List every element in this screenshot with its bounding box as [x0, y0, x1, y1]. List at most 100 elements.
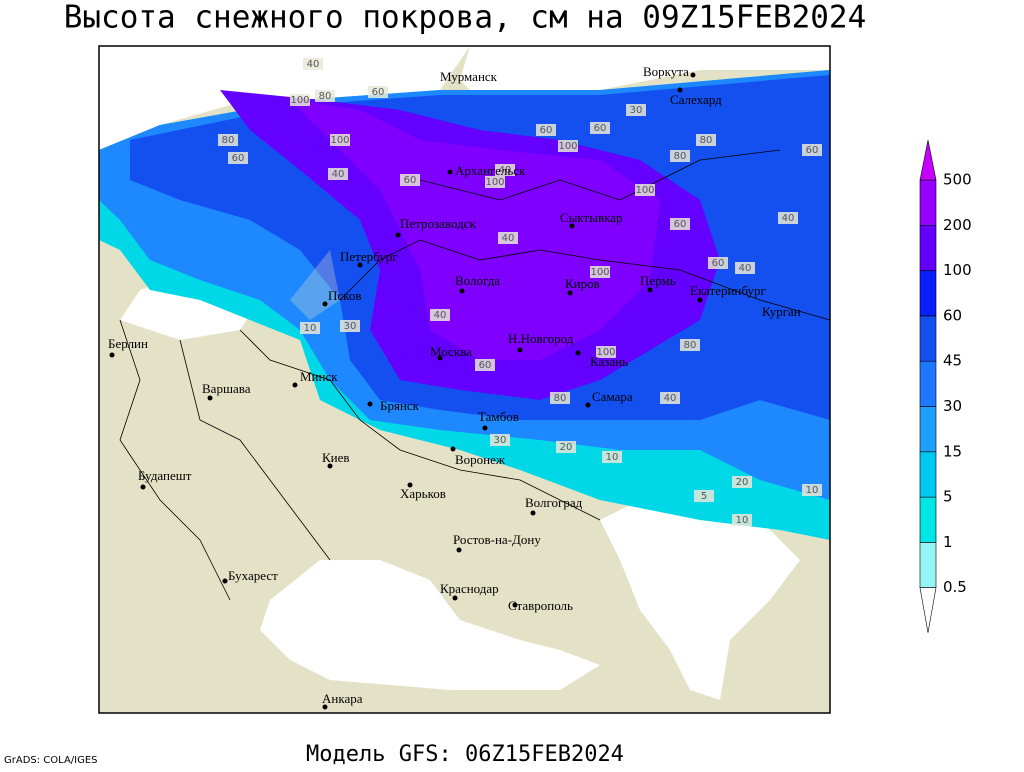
footer: Модель GFS: 06Z15FEB2024	[306, 742, 624, 767]
legend-label: 100	[943, 261, 972, 279]
legend-swatch	[919, 542, 937, 589]
legend-label: 15	[943, 442, 962, 460]
contour-label-bg	[732, 476, 752, 488]
city-label: Киев	[322, 450, 350, 465]
legend-swatch	[919, 360, 937, 407]
legend-label: 60	[943, 306, 962, 324]
city-label: Воркута	[643, 64, 689, 79]
contour-label: 10	[606, 452, 619, 463]
city-label: Псков	[328, 288, 361, 303]
credit: GrADS: COLA/IGES	[4, 755, 98, 766]
legend-label: 30	[943, 397, 962, 415]
city-label: Петрозаводск	[400, 216, 476, 231]
contour-label-bg	[368, 86, 388, 98]
kara-sea	[460, 46, 830, 100]
contour-label: 80	[674, 151, 687, 162]
city-label: Москва	[430, 344, 472, 359]
city-dot	[367, 401, 373, 407]
contour-label-bg	[602, 451, 622, 463]
city-dot	[207, 395, 213, 401]
contour-label: 100	[558, 141, 577, 152]
city-label: Казань	[590, 354, 628, 369]
contour-label: 80	[684, 340, 697, 351]
contour-label-bg	[590, 266, 610, 278]
contour-label: 60	[479, 360, 492, 371]
contour-label-bg	[550, 392, 570, 404]
city-dot	[530, 510, 536, 516]
city-label: Бухарест	[228, 568, 278, 583]
contour-label: 100	[330, 135, 349, 146]
legend-arrow-bottom	[919, 587, 937, 633]
legend-swatch	[919, 451, 937, 498]
contour-label: 10	[806, 485, 819, 496]
contour-label-bg	[680, 339, 700, 351]
contour-label: 60	[540, 125, 553, 136]
contour-label-bg	[490, 434, 510, 446]
contour-label: 100	[485, 177, 504, 188]
legend-swatch	[919, 496, 937, 543]
city-label: Тамбов	[478, 409, 519, 424]
coast	[290, 250, 340, 320]
city-label: Архангельск	[455, 163, 526, 178]
contour-label-bg	[735, 262, 755, 274]
city-dot	[690, 72, 696, 78]
city-label: Берлин	[108, 336, 148, 351]
contour-label: 80	[554, 393, 567, 404]
contour-label: 40	[502, 233, 515, 244]
city-dot	[482, 425, 488, 431]
contour-label-bg	[328, 168, 348, 180]
city-dot	[140, 484, 146, 490]
contour-label-bg	[300, 322, 320, 334]
city-dot	[575, 350, 581, 356]
city-dot	[569, 223, 575, 229]
legend-label: 1	[943, 533, 953, 551]
city-dot	[109, 352, 115, 358]
legend-swatch	[919, 406, 937, 453]
city-label: Ставрополь	[508, 598, 573, 613]
city-dot	[647, 287, 653, 293]
contour-label: 10	[736, 515, 749, 526]
caspian-sea	[600, 500, 800, 700]
legend-swatch	[919, 270, 937, 317]
contour-label: 60	[712, 258, 725, 269]
contour-label: 40	[307, 59, 320, 70]
city-dot	[327, 463, 333, 469]
city-label: Киров	[565, 276, 600, 291]
contour-label-bg	[430, 309, 450, 321]
contour-label: 60	[372, 87, 385, 98]
city-dot	[407, 482, 413, 488]
contour-label-bg	[670, 218, 690, 230]
city-label: Варшава	[202, 381, 251, 396]
legend-swatch	[919, 179, 937, 226]
contour-label: 60	[674, 219, 687, 230]
contour-label-bg	[626, 104, 646, 116]
city-label: Н.Новгород	[508, 331, 574, 346]
contour-label-bg	[802, 484, 822, 496]
contour-label: 20	[560, 442, 573, 453]
city-dot	[567, 290, 573, 296]
black-sea	[260, 560, 600, 690]
contour-label: 60	[404, 175, 417, 186]
contour-label-bg	[556, 441, 576, 453]
legend-swatch	[919, 225, 937, 271]
legend-label: 200	[943, 216, 972, 234]
contour-label: 30	[494, 435, 507, 446]
legend-label: 5	[943, 488, 953, 506]
contour-label-bg	[330, 134, 350, 146]
title: Высота снежного покрова, см на 09Z15FEB2…	[64, 0, 867, 36]
contour-label-bg	[694, 490, 714, 502]
city-dot	[322, 704, 328, 710]
contour-label-bg	[315, 90, 335, 102]
contour-label: 40	[782, 213, 795, 224]
contour-label: 60	[594, 123, 607, 134]
city-label: Петербург	[340, 249, 398, 264]
contour-label-bg	[485, 176, 505, 188]
borders	[119, 149, 830, 601]
city-dot	[222, 578, 228, 584]
legend-arrow-top	[919, 139, 937, 181]
contour-label: 5	[701, 491, 707, 502]
city-dot	[437, 355, 443, 361]
contour-label: 40	[499, 165, 512, 176]
contour-label: 40	[332, 169, 345, 180]
